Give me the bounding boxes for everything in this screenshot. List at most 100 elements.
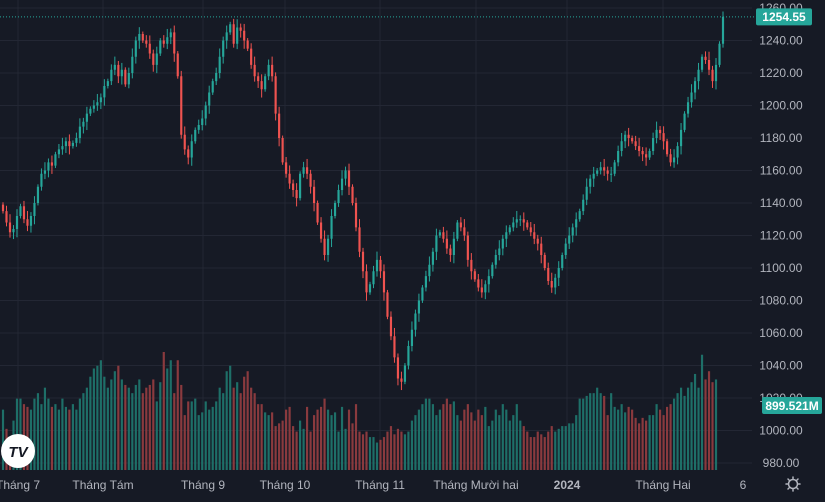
- candle-body: [641, 151, 644, 155]
- candle-body: [8, 222, 12, 233]
- volume-bar: [54, 404, 57, 470]
- volume-bar: [624, 412, 627, 470]
- candle-body: [173, 32, 176, 54]
- volume-bar: [78, 398, 81, 470]
- candle: [386, 289, 389, 320]
- volume-bar: [466, 404, 469, 470]
- candle-body: [71, 142, 74, 147]
- candle-body: [582, 199, 585, 212]
- candle: [82, 117, 85, 134]
- volume-bar: [470, 412, 473, 470]
- candle-body: [295, 190, 298, 199]
- candle-body: [239, 27, 242, 31]
- candle-body: [285, 162, 288, 174]
- candle-body: [512, 222, 515, 228]
- volume-bar: [169, 360, 172, 470]
- volume-bar: [229, 365, 232, 470]
- volume-bar: [120, 379, 123, 470]
- volume-bar: [292, 426, 295, 470]
- volume-bar: [686, 387, 690, 470]
- candle: [155, 46, 158, 74]
- candle: [333, 200, 337, 219]
- candle: [99, 93, 102, 110]
- volume-bar: [295, 431, 298, 470]
- volume-bar: [180, 384, 183, 470]
- volume-bar: [571, 423, 574, 470]
- volume-bar: [183, 415, 186, 470]
- volume-bar: [215, 401, 218, 470]
- price-axis[interactable]: 1260.001240.001220.001200.001180.001160.…: [759, 1, 803, 470]
- volume-bar: [333, 412, 337, 470]
- last-volume-badge: 899.521M: [762, 397, 822, 414]
- candle-body: [141, 34, 144, 41]
- volume-bar: [442, 404, 445, 470]
- gear-icon[interactable]: [785, 476, 801, 492]
- candle-body: [414, 313, 417, 330]
- volume-bar: [505, 409, 508, 470]
- volume-bar: [204, 401, 207, 470]
- candle-body: [43, 170, 47, 174]
- candle-body: [15, 216, 19, 229]
- volume-bar: [403, 434, 407, 470]
- candle-body: [50, 162, 54, 166]
- candle-body: [169, 32, 172, 38]
- candle-body: [613, 162, 616, 174]
- volume-bar: [526, 431, 529, 470]
- candle-body: [536, 238, 539, 244]
- volume-bar: [421, 404, 424, 470]
- candle: [68, 134, 71, 155]
- candle: [480, 279, 483, 298]
- candle-body: [47, 162, 50, 171]
- candle-body: [456, 222, 459, 239]
- candle-body: [292, 183, 295, 190]
- volume-bar: [456, 415, 459, 470]
- volume-bar: [358, 431, 361, 470]
- time-axis[interactable]: Tháng 7 Tháng Tám Tháng 9 Tháng 10 Tháng 11 T…: [0, 478, 747, 492]
- candle: [330, 209, 333, 248]
- candle: [71, 140, 74, 149]
- tradingview-logo[interactable]: TV: [1, 434, 35, 468]
- volume-bar: [75, 409, 78, 470]
- volume-bar: [267, 415, 270, 470]
- candle-body: [599, 167, 602, 171]
- candle-body: [491, 264, 494, 277]
- candle-body: [690, 92, 693, 103]
- candle: [613, 159, 616, 177]
- volume-bar: [449, 404, 452, 470]
- volume-bar: [410, 420, 414, 470]
- y-tick-label: 1120.00: [760, 229, 803, 243]
- volume-bar: [473, 420, 476, 470]
- candle-body: [589, 178, 592, 187]
- candle: [152, 49, 155, 72]
- candle-body: [386, 292, 389, 317]
- candle-body: [459, 222, 462, 228]
- candle-body: [610, 173, 613, 175]
- candle-body: [400, 378, 403, 382]
- volume-bar: [124, 384, 127, 470]
- candle-body: [260, 81, 263, 90]
- candle-body: [564, 243, 567, 256]
- candle: [428, 256, 431, 282]
- candle: [382, 264, 386, 301]
- candle: [707, 51, 711, 76]
- candle-body: [148, 43, 151, 54]
- y-tick-label: 1080.00: [759, 294, 803, 308]
- candle: [145, 35, 148, 48]
- candle-body: [466, 235, 469, 260]
- candle-body: [693, 81, 697, 93]
- volume-bar: [33, 398, 36, 470]
- candle-body: [309, 173, 312, 187]
- candle-body: [620, 141, 623, 151]
- volume-bar: [288, 406, 291, 470]
- volume-bar: [414, 415, 417, 470]
- volume-bar: [260, 404, 263, 470]
- candle-body: [337, 190, 340, 203]
- volume-bar: [641, 417, 644, 470]
- volume-bar: [700, 354, 704, 470]
- candle-body: [449, 248, 452, 255]
- candle: [543, 252, 546, 271]
- candle-body: [669, 154, 672, 163]
- candle: [78, 118, 81, 144]
